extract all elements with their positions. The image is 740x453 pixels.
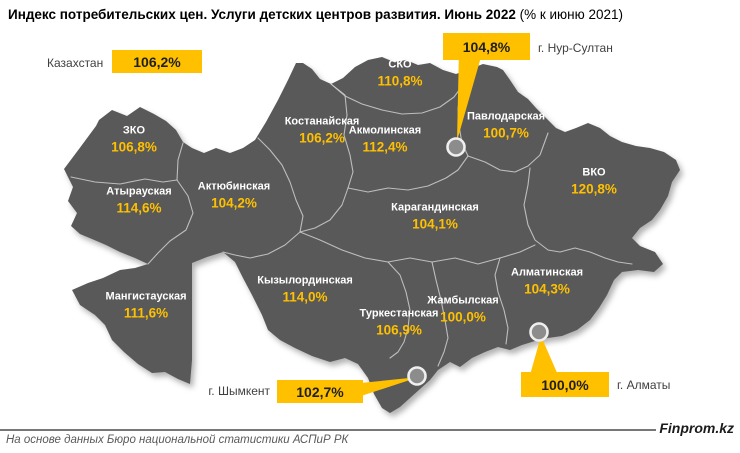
region-label-atyrau: Атырауская 114,6% [106,186,171,217]
region-value: 114,0% [282,289,328,305]
region-name: Туркестанская [359,307,439,320]
region-label-karaganda: Карагандинская 104,1% [391,202,479,233]
callout-value-shymkent: 102,7% [277,380,363,403]
city-label-nursultan: г. Нур-Султан [538,41,613,55]
callout-tail-nursultan [457,50,483,141]
region-name: Павлодарская [466,110,546,123]
region-value: 111,6% [123,305,169,321]
region-value: 114,6% [116,200,162,216]
region-name: Мангистауская [105,290,187,303]
border-karaganda-vko-almaty [523,167,633,265]
border-aktobe-kostanay [257,137,304,233]
region-label-akmola: Акмолинская 112,4% [349,125,421,156]
region-label-sko: СКО 110,8% [377,59,422,90]
region-name: Алматинская [511,266,583,279]
region-value: 106,8% [111,139,157,155]
map-silhouette [64,57,680,413]
border-pavlodar-south [467,132,549,173]
region-name: СКО [388,58,412,71]
border-zko-atyrau [70,176,178,185]
region-value: 110,8% [377,73,423,89]
border-karaganda-south [299,231,536,265]
border-turkestan-zhambyl [431,261,449,367]
kazakhstan-legend-value-box: 106,2% [112,50,202,73]
kazakhstan-legend-label: Казахстан [47,56,104,70]
city-marker-nursultan [446,137,466,157]
region-name: Карагандинская [391,201,479,214]
border-kostanay-akmola [330,83,354,189]
footer-divider [0,429,656,431]
region-name: Актюбинская [197,180,271,193]
region-value: 100,0% [440,309,486,325]
region-label-zhambyl: Жамбылская 100,0% [427,295,498,326]
region-label-turkestan: Туркестанская 106,9% [360,308,439,339]
finprom-logo: Finprom.kz [659,420,734,436]
region-value: 106,2% [299,130,345,146]
region-value: 112,4% [362,139,408,155]
border-akmola-karaganda [347,155,469,193]
region-name: ЗКО [122,124,146,137]
region-label-mangystau: Мангистауская 111,6% [105,291,186,322]
city-marker-almaty [529,322,549,342]
callout-tail-almaty [530,336,558,375]
region-label-zko: ЗКО 106,8% [111,125,157,156]
border-zhambyl-almaty [494,257,509,345]
title-suffix: (% к июню 2021) [515,7,624,22]
region-label-pavlodar: Павлодарская 100,7% [467,111,545,142]
region-value: 104,3% [524,281,570,297]
callout-value-nursultan: 104,8% [443,33,530,60]
region-value: 104,1% [412,216,458,232]
city-label-shymkent: г. Шымкент [208,384,270,398]
region-value: 106,9% [376,322,422,338]
title-main: Индекс потребительских цен. Услуги детск… [8,7,516,22]
region-value: 104,2% [211,195,257,211]
page-title: Индекс потребительских цен. Услуги детск… [8,7,623,22]
region-label-vko: ВКО 120,8% [571,167,617,198]
region-name: Костанайская [284,115,360,128]
border-kostanay-karaganda [299,187,349,233]
region-value: 120,8% [571,181,617,197]
region-label-kostanay: Костанайская 106,2% [285,116,360,147]
region-name: Акмолинская [348,124,422,137]
region-label-almaty-region: Алматинская 104,3% [511,267,583,298]
region-name: Кызылординская [257,274,353,287]
callout-value-almaty: 100,0% [521,372,609,397]
region-name: Атырауская [106,185,172,198]
region-label-aktobe: Актюбинская 104,2% [198,181,270,212]
callout-tail-shymkent [361,377,419,396]
border-kyzylorda-turkestan [387,261,411,359]
footer-source: На основе данных Бюро национальной стати… [6,434,349,446]
region-label-kyzylorda: Кызылординская 114,0% [257,275,353,306]
border-west-aktobe [147,142,194,265]
region-name: Жамбылская [427,294,499,307]
region-value: 100,7% [483,125,529,141]
region-name: ВКО [582,166,606,179]
city-label-almaty: г. Алматы [617,378,671,392]
city-marker-shymkent [407,366,427,386]
border-aktobe-kyzylorda [222,231,301,259]
